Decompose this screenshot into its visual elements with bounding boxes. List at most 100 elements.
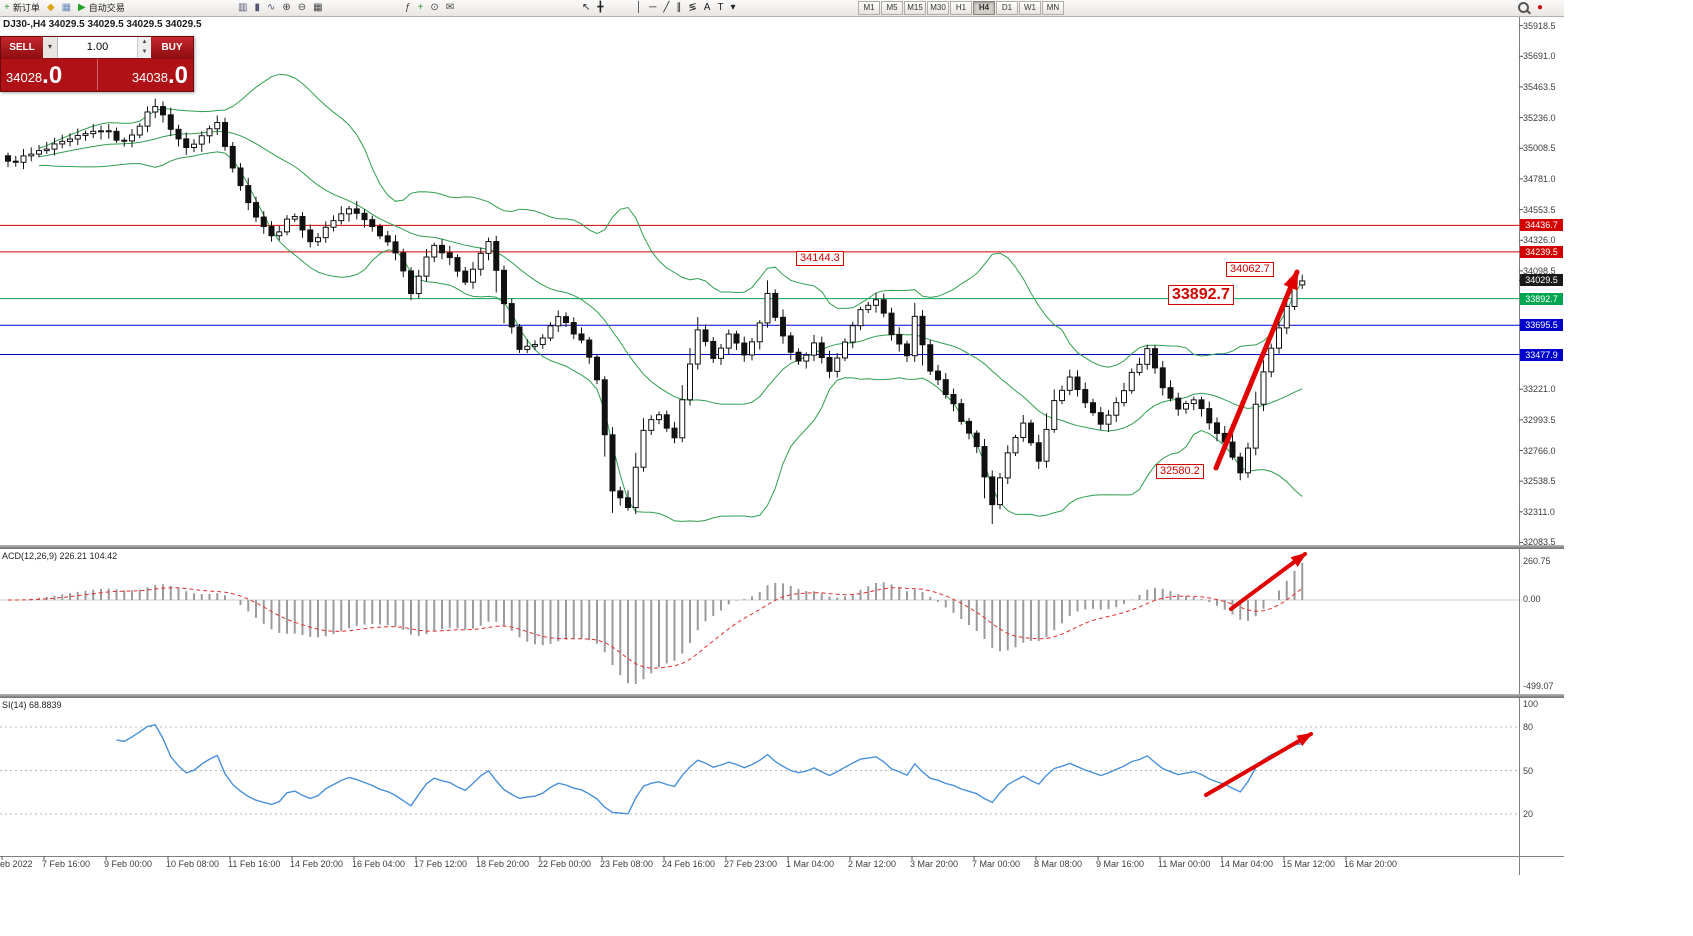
rsi-axis-label: 50 bbox=[1523, 766, 1534, 776]
stepper-down-icon[interactable]: ▼ bbox=[138, 47, 151, 57]
volume-stepper[interactable]: ▲ ▼ bbox=[137, 37, 151, 58]
zoom-in-icon[interactable]: ⊕ bbox=[282, 1, 291, 13]
timeframe-button-MN[interactable]: MN bbox=[1042, 0, 1064, 15]
price-axis-label: 35918.5 bbox=[1523, 21, 1556, 31]
price-axis-label: 35008.5 bbox=[1523, 143, 1556, 153]
price-axis-label: 35236.0 bbox=[1523, 113, 1556, 123]
mail-icon[interactable]: ✉ bbox=[445, 1, 455, 13]
panel-separator-macd[interactable] bbox=[0, 545, 1564, 549]
label-icon[interactable]: T bbox=[717, 1, 724, 13]
macd-axis-label: -499.07 bbox=[1523, 681, 1554, 691]
macd-axis-label: 0.00 bbox=[1523, 594, 1541, 604]
candlestick-icon[interactable]: ▮ bbox=[254, 1, 260, 13]
rsi-label: SI(14) 68.8839 bbox=[2, 700, 62, 710]
time-axis-label: 7 Mar 00:00 bbox=[972, 859, 1021, 869]
rsi-axis-label: 20 bbox=[1523, 809, 1534, 819]
buy-price-big: .0 bbox=[167, 62, 188, 89]
timeframe-button-M5[interactable]: M5 bbox=[881, 0, 903, 15]
price-axis-label: 33221.0 bbox=[1523, 384, 1556, 394]
buy-price-main: 34038 bbox=[131, 70, 168, 85]
price-callout[interactable]: 32580.2 bbox=[1156, 464, 1204, 479]
price-callout[interactable]: 34062.7 bbox=[1226, 262, 1274, 277]
time-axis-label: 9 Mar 16:00 bbox=[1096, 859, 1145, 869]
price-tag: 34436.7 bbox=[1520, 219, 1563, 231]
time-axis-label: 9 Feb 00:00 bbox=[104, 859, 153, 869]
clock-icon[interactable]: ⊙ bbox=[430, 1, 439, 13]
time-axis-label: 16 Mar 20:00 bbox=[1344, 859, 1398, 869]
chart-title: DJ30-,H4 34029.5 34029.5 34029.5 34029.5 bbox=[3, 19, 202, 30]
trendline-icon[interactable]: ╱ bbox=[663, 1, 670, 13]
line-chart-icon[interactable]: ∿ bbox=[266, 1, 276, 13]
time-axis-label: 22 Feb 00:00 bbox=[538, 859, 592, 869]
macd-panel[interactable] bbox=[0, 549, 1519, 694]
channel-icon[interactable]: ∥ bbox=[676, 1, 682, 13]
price-axis-label: 35691.0 bbox=[1523, 51, 1556, 61]
stepper-up-icon[interactable]: ▲ bbox=[138, 37, 151, 47]
price-axis-label: 34098.5 bbox=[1523, 266, 1556, 276]
timeframe-button-M1[interactable]: M1 bbox=[858, 0, 880, 15]
price-axis-label: 32538.5 bbox=[1523, 476, 1556, 486]
buy-button[interactable]: BUY bbox=[151, 37, 193, 58]
timeframe-button-M30[interactable]: M30 bbox=[927, 0, 949, 15]
indicators-icon[interactable]: ƒ bbox=[405, 1, 411, 13]
rsi-axis-label: 80 bbox=[1523, 722, 1534, 732]
main-chart-panel[interactable] bbox=[0, 16, 1519, 545]
auto-trading-button[interactable]: ▶ 自动交易 bbox=[78, 1, 125, 14]
search-icon[interactable] bbox=[1517, 2, 1529, 13]
market-watch-icon[interactable]: ◆ bbox=[46, 1, 55, 13]
fibonacci-icon[interactable]: ≶ bbox=[688, 1, 697, 13]
bar-chart-icon[interactable]: ▥ bbox=[238, 1, 248, 13]
price-axis-label: 32083.5 bbox=[1523, 537, 1556, 547]
cursor-icon[interactable]: ↖ bbox=[582, 1, 591, 13]
sell-button[interactable]: SELL bbox=[1, 37, 43, 58]
zoom-out-icon[interactable]: ⊖ bbox=[297, 1, 307, 13]
add-indicator-icon[interactable]: + bbox=[417, 1, 424, 13]
time-axis-label: 14 Mar 04:00 bbox=[1220, 859, 1274, 869]
vertical-line-icon[interactable]: │ bbox=[636, 1, 643, 13]
shapes-icon[interactable]: ▾ bbox=[730, 1, 736, 13]
rsi-panel[interactable] bbox=[0, 698, 1519, 856]
timeframe-button-M15[interactable]: M15 bbox=[904, 0, 926, 15]
one-click-trading-panel: SELL ▾ 1.00 ▲ ▼ BUY 34028.0 34038.0 bbox=[0, 36, 194, 92]
time-axis-label: 18 Feb 20:00 bbox=[476, 859, 530, 869]
sell-price-big: .0 bbox=[42, 62, 63, 89]
timeframe-button-H1[interactable]: H1 bbox=[950, 0, 972, 15]
volume-value: 1.00 bbox=[86, 41, 109, 53]
price-tag: 33892.7 bbox=[1520, 293, 1563, 305]
price-axis-label: 32766.0 bbox=[1523, 446, 1556, 456]
sell-price[interactable]: 34028.0 bbox=[1, 59, 97, 90]
time-axis-label: 2 Mar 12:00 bbox=[848, 859, 897, 869]
price-callout[interactable]: 34144.3 bbox=[796, 251, 844, 266]
volume-dropdown[interactable]: ▾ bbox=[43, 37, 58, 58]
volume-input[interactable]: 1.00 ▲ ▼ bbox=[58, 37, 151, 58]
charts-window-icon[interactable]: ▦ bbox=[61, 1, 72, 13]
time-axis-label: 24 Feb 16:00 bbox=[662, 859, 716, 869]
alert-icon[interactable]: ● bbox=[1536, 1, 1543, 13]
timeframe-button-D1[interactable]: D1 bbox=[996, 0, 1018, 15]
time-axis-label: 11 Mar 00:00 bbox=[1158, 859, 1211, 869]
price-axis-label: 32993.5 bbox=[1523, 415, 1556, 425]
horizontal-line-icon[interactable]: ─ bbox=[649, 1, 657, 13]
tile-windows-icon[interactable]: ▦ bbox=[313, 1, 323, 13]
price-callout[interactable]: 33892.7 bbox=[1168, 285, 1234, 305]
price-axis-label: 35463.5 bbox=[1523, 82, 1556, 92]
buy-price[interactable]: 34038.0 bbox=[96, 59, 194, 90]
timeframe-button-W1[interactable]: W1 bbox=[1019, 0, 1041, 15]
toolbar-group: │ ─ ╱ ∥ ≶ A T ▾ bbox=[636, 0, 743, 15]
price-axis-label: 32311.0 bbox=[1523, 507, 1555, 517]
time-axis-label: 1 Mar 04:00 bbox=[786, 859, 835, 869]
time-axis-label: 11 Feb 16:00 bbox=[228, 859, 281, 869]
main-chart-svg[interactable] bbox=[0, 0, 1564, 936]
new-order-button[interactable]: + 新订单 bbox=[4, 1, 40, 14]
time-axis-label: 7 Feb 16:00 bbox=[42, 859, 91, 869]
time-axis-label: 3 Mar 20:00 bbox=[910, 859, 959, 869]
macd-axis-label: 260.75 bbox=[1523, 556, 1551, 566]
sell-price-main: 34028 bbox=[6, 70, 43, 85]
timeframe-button-H4[interactable]: H4 bbox=[973, 0, 995, 15]
text-icon[interactable]: A bbox=[703, 1, 711, 13]
price-axis-label: 34781.0 bbox=[1523, 174, 1556, 184]
time-axis-label: 14 Feb 20:00 bbox=[290, 859, 344, 869]
time-axis-label: 10 Feb 08:00 bbox=[166, 859, 220, 869]
crosshair-icon[interactable]: ╋ bbox=[597, 1, 604, 13]
panel-separator-rsi[interactable] bbox=[0, 694, 1564, 698]
